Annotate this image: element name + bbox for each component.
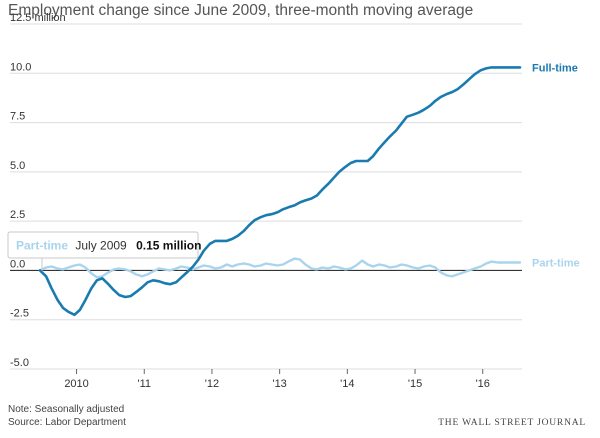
y-tick-label: 7.5: [10, 111, 25, 123]
tooltip-date: July 2009: [75, 239, 127, 253]
tooltip-series: Part-time: [16, 239, 68, 253]
y-tick-label: 5.0: [10, 160, 25, 172]
full-time-series-label: Full-time: [532, 62, 578, 74]
footer-notes: Note: Seasonally adjusted Source: Labor …: [8, 403, 126, 429]
tooltip-value: 0.15 million: [136, 239, 201, 253]
y-tick-label: 10.0: [10, 61, 31, 73]
x-tick-label: '11: [137, 378, 151, 390]
full-time-series-line: [38, 66, 522, 317]
publisher-credit: THE WALL STREET JOURNAL: [438, 418, 586, 428]
x-tick-label: '12: [205, 378, 219, 390]
y-tick-label: 2.5: [10, 209, 25, 221]
series-labels: Part-time Full-time: [532, 62, 580, 269]
part-time-series-label: Part-time: [532, 258, 580, 270]
chart-title: Employment change since June 2009, three…: [8, 2, 474, 19]
grid-lines: [10, 23, 522, 370]
series-lines: [38, 66, 522, 317]
y-tick-label: -5.0: [10, 357, 29, 369]
x-axis-ticks: 2010 '11 '12 '13 '14 '15 '16: [64, 369, 490, 390]
footnote: Note: Seasonally adjusted: [8, 404, 125, 415]
y-axis-ticks: 12.5 million 10.0 7.5 5.0 2.5 0.0 -2.5 -5.0: [10, 12, 66, 369]
y-tick-label: -2.5: [10, 308, 29, 320]
y-tick-label: 0.0: [10, 258, 25, 270]
source-note: Source: Labor Department: [8, 417, 126, 428]
x-tick-label: 2010: [64, 378, 88, 390]
x-tick-label: '16: [476, 378, 490, 390]
x-tick-label: '14: [340, 378, 354, 390]
y-tick-label: 12.5 million: [10, 12, 66, 24]
x-tick-label: '13: [272, 378, 286, 390]
tooltip-box: [7, 231, 199, 259]
part-time-series-line: [38, 257, 522, 279]
svg-text:Part-time July 2009: Part-time July 2009 0.15 million: [16, 239, 201, 253]
x-tick-label: '15: [408, 378, 422, 390]
tooltip: Part-time July 2009 0.15 million: [7, 231, 201, 270]
